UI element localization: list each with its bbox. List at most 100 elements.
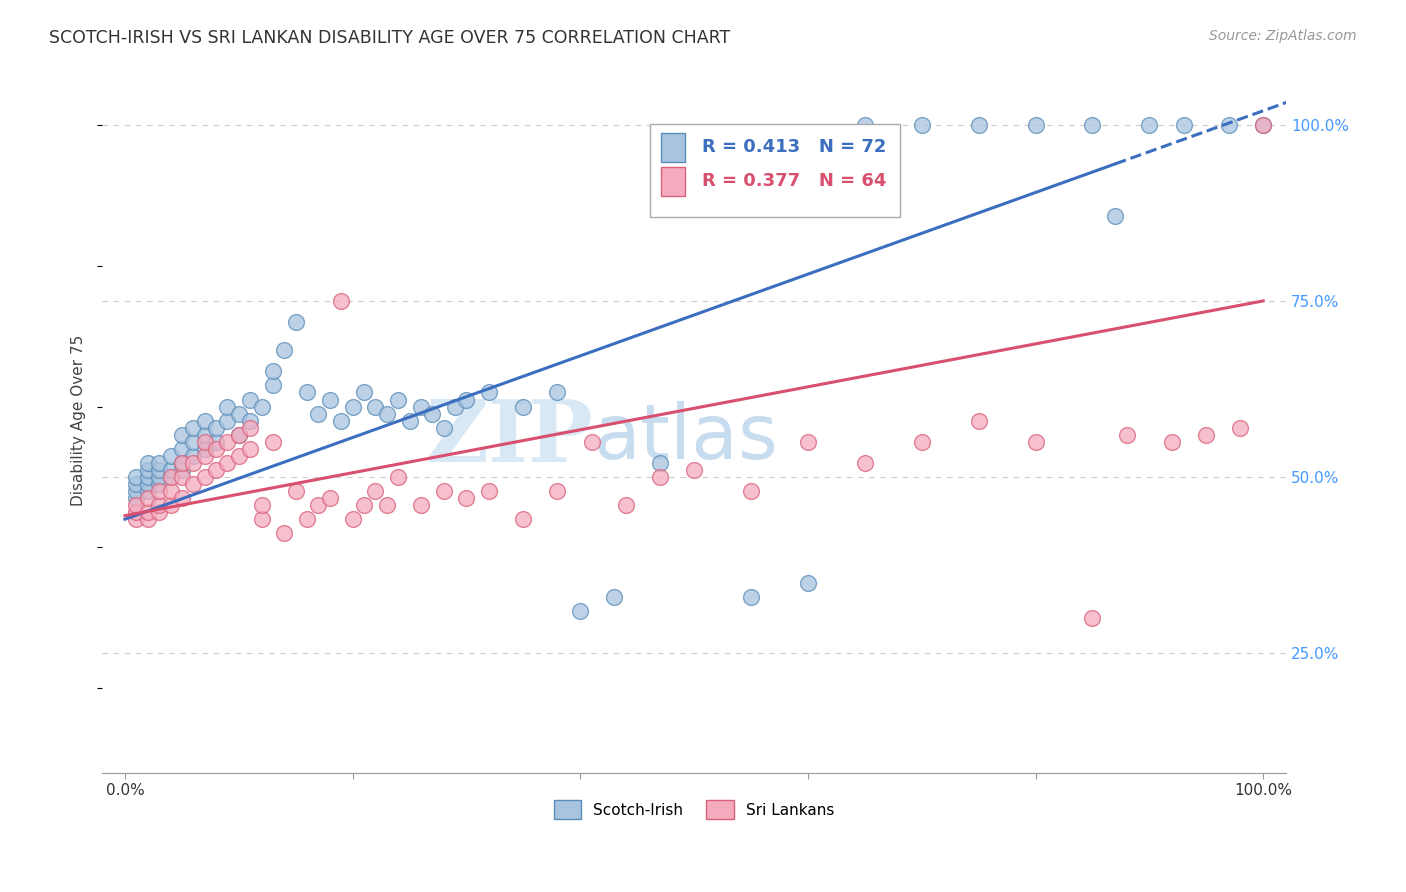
Point <box>853 118 876 132</box>
Point <box>478 484 501 499</box>
Point <box>125 491 148 505</box>
Text: R = 0.377   N = 64: R = 0.377 N = 64 <box>702 172 886 190</box>
Point <box>194 442 217 456</box>
Point <box>273 526 295 541</box>
Point <box>217 434 239 449</box>
Point <box>295 512 318 526</box>
Point <box>319 491 342 505</box>
Point <box>148 484 170 499</box>
Point <box>148 456 170 470</box>
Point <box>409 400 432 414</box>
Point <box>512 512 534 526</box>
Point <box>250 498 273 512</box>
Point <box>967 118 990 132</box>
Point <box>1218 118 1240 132</box>
Point <box>797 575 820 590</box>
Point <box>148 505 170 519</box>
Point <box>148 498 170 512</box>
Legend: Scotch-Irish, Sri Lankans: Scotch-Irish, Sri Lankans <box>547 794 841 825</box>
Point <box>1173 118 1195 132</box>
Point <box>205 442 228 456</box>
Point <box>409 498 432 512</box>
Point <box>1251 118 1274 132</box>
Text: Source: ZipAtlas.com: Source: ZipAtlas.com <box>1209 29 1357 44</box>
Point <box>375 498 398 512</box>
Point <box>217 456 239 470</box>
Point <box>911 434 934 449</box>
Point <box>433 420 456 434</box>
Point <box>125 512 148 526</box>
Point <box>125 477 148 491</box>
Text: SCOTCH-IRISH VS SRI LANKAN DISABILITY AGE OVER 75 CORRELATION CHART: SCOTCH-IRISH VS SRI LANKAN DISABILITY AG… <box>49 29 731 47</box>
Point <box>967 414 990 428</box>
Point <box>375 407 398 421</box>
Point <box>853 456 876 470</box>
Point <box>353 385 375 400</box>
Point <box>581 434 603 449</box>
Point <box>444 400 467 414</box>
Point <box>239 420 262 434</box>
Point <box>125 484 148 499</box>
Point <box>194 470 217 484</box>
Point <box>1195 427 1218 442</box>
Point <box>1229 420 1251 434</box>
Point <box>250 400 273 414</box>
Point <box>433 484 456 499</box>
Point <box>614 498 637 512</box>
Point <box>148 470 170 484</box>
Point <box>1104 210 1126 224</box>
Point <box>170 442 193 456</box>
Point <box>159 484 181 499</box>
Point <box>194 427 217 442</box>
Point <box>136 470 159 484</box>
Point <box>250 512 273 526</box>
Point <box>353 498 375 512</box>
Point <box>159 463 181 477</box>
Point <box>148 477 170 491</box>
Point <box>308 498 330 512</box>
Point <box>648 456 671 470</box>
Point <box>740 484 762 499</box>
Point <box>205 420 228 434</box>
Point <box>170 491 193 505</box>
Point <box>239 414 262 428</box>
Point <box>228 407 250 421</box>
Point <box>330 293 353 308</box>
Point <box>797 434 820 449</box>
Point <box>228 427 250 442</box>
Point <box>420 407 443 421</box>
Point <box>159 470 181 484</box>
Point <box>217 414 239 428</box>
Point <box>159 470 181 484</box>
Point <box>273 343 295 358</box>
Point <box>136 477 159 491</box>
Point <box>181 456 204 470</box>
Point <box>194 449 217 463</box>
Point <box>319 392 342 407</box>
Point <box>1025 118 1047 132</box>
Point <box>181 434 204 449</box>
Point <box>205 463 228 477</box>
Point <box>125 498 148 512</box>
Point <box>456 491 478 505</box>
Point <box>1115 427 1137 442</box>
Y-axis label: Disability Age Over 75: Disability Age Over 75 <box>72 335 86 507</box>
Point <box>170 456 193 470</box>
Point <box>683 463 706 477</box>
Point <box>136 491 159 505</box>
Point <box>217 400 239 414</box>
Point <box>228 449 250 463</box>
Point <box>547 385 569 400</box>
Point <box>159 498 181 512</box>
Point <box>398 414 420 428</box>
Point <box>569 604 592 618</box>
Point <box>181 477 204 491</box>
Point <box>170 463 193 477</box>
Point <box>456 392 478 407</box>
Point <box>181 449 204 463</box>
Text: ZIP: ZIP <box>426 396 593 480</box>
Point <box>364 484 387 499</box>
Point <box>740 590 762 604</box>
Point <box>136 505 159 519</box>
Point <box>342 512 364 526</box>
